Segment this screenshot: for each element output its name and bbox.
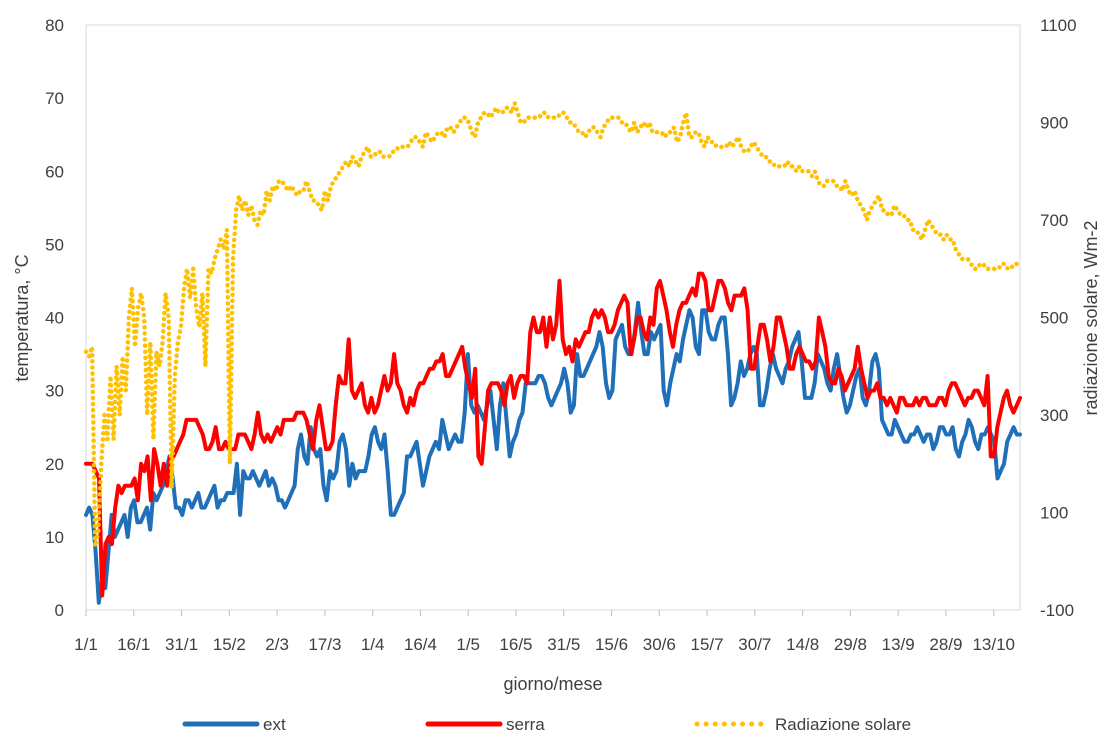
- axes-layer: 0 10 20 30 40 50 60 70 80 -100 100 300 500 700 900 1100…: [45, 16, 1076, 654]
- x-tick-label: 31/1: [165, 635, 198, 654]
- x-tick-label: 1/4: [361, 635, 385, 654]
- y-tick-left: 50: [45, 235, 64, 254]
- plot-frame: [85, 24, 1021, 611]
- y-tick-left: 70: [45, 89, 64, 108]
- y-tick-right: 300: [1040, 406, 1068, 425]
- x-tick-label: 28/9: [929, 635, 962, 654]
- x-tick-label: 2/3: [265, 635, 289, 654]
- x-tick-label: 16/1: [117, 635, 150, 654]
- series-line-serra: [84, 271, 1022, 598]
- y-tick-left: 80: [45, 16, 64, 35]
- x-tick-label: 14/8: [786, 635, 819, 654]
- x-axis-title: giorno/mese: [503, 674, 602, 694]
- x-tick-label: 1/5: [456, 635, 480, 654]
- y-tick-right: 100: [1040, 504, 1068, 523]
- y-tick-left: 40: [45, 309, 64, 328]
- y-tick-right: -100: [1040, 601, 1074, 620]
- x-tick-label: 15/6: [595, 635, 628, 654]
- x-tick-label: 30/6: [643, 635, 676, 654]
- y-tick-right: 500: [1040, 309, 1068, 328]
- x-tick-label: 15/2: [213, 635, 246, 654]
- y-tick-right: 1100: [1040, 16, 1077, 35]
- y-tick-left: 30: [45, 382, 64, 401]
- x-tick-label: 13/9: [882, 635, 915, 654]
- y-axis-title-left: temperatura, °C: [12, 254, 32, 381]
- series-layer: [83, 100, 1023, 605]
- x-tick-label: 16/5: [499, 635, 532, 654]
- legend: ext serra Radiazione solare: [182, 715, 911, 734]
- legend-label: ext: [263, 715, 286, 734]
- legend-label: Radiazione solare: [775, 715, 911, 734]
- y-tick-right: 900: [1040, 114, 1068, 133]
- y-tick-right: 700: [1040, 211, 1068, 230]
- y-tick-left: 20: [45, 455, 64, 474]
- x-tick-label: 31/5: [547, 635, 580, 654]
- y-tick-left: 0: [55, 601, 64, 620]
- series-line-ext: [84, 300, 1022, 605]
- y-axis-title-right: radiazione solare, Wm-2: [1081, 220, 1101, 415]
- x-tick-label: 15/7: [691, 635, 724, 654]
- x-tick-label: 16/4: [404, 635, 437, 654]
- legend-label: serra: [506, 715, 545, 734]
- x-tick-label: 17/3: [308, 635, 341, 654]
- x-tick-label: 1/1: [74, 635, 98, 654]
- plot-area: [85, 24, 1021, 611]
- x-tick-label: 13/10: [972, 635, 1015, 654]
- x-tick-label: 29/8: [834, 635, 867, 654]
- y-tick-left: 10: [45, 528, 64, 547]
- y-tick-left: 60: [45, 162, 64, 181]
- x-tick-label: 30/7: [738, 635, 771, 654]
- series-line-radiazione-solare: [83, 100, 1023, 549]
